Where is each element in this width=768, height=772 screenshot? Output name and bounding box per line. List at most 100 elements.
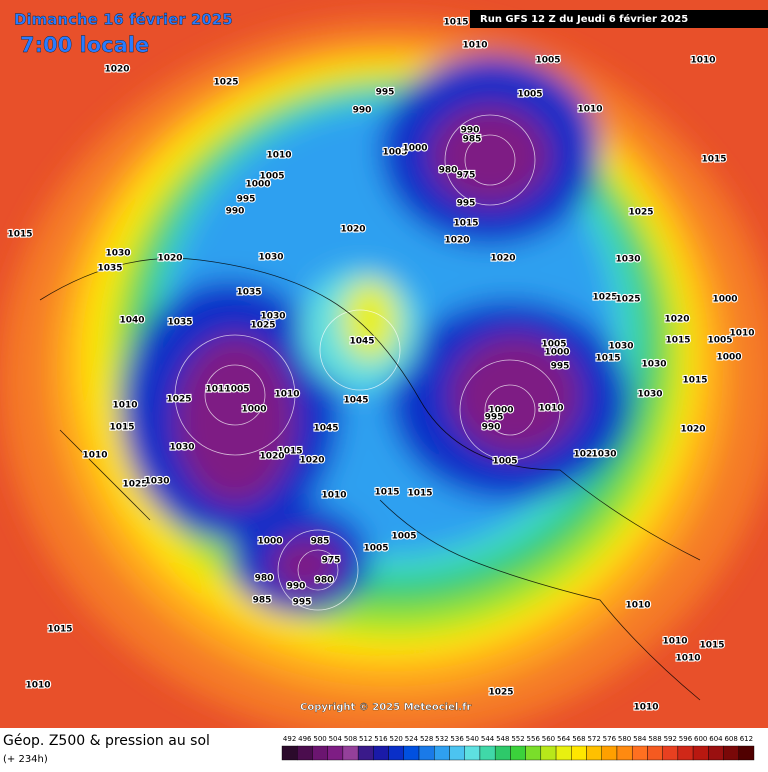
isobar-label: 1030 xyxy=(641,360,666,370)
scale-label: 556 xyxy=(527,735,541,743)
footer-lead: (+ 234h) xyxy=(3,754,48,765)
isobar-label: 1010 xyxy=(462,41,487,51)
isobar-label: 1020 xyxy=(490,254,515,264)
isobar-label: 1015 xyxy=(277,447,302,457)
scale-label: 604 xyxy=(709,735,723,743)
isobar-label: 1010 xyxy=(266,151,291,161)
map-field xyxy=(0,0,768,740)
isobar-label: 1020 xyxy=(664,315,689,325)
isobar-label: 1010 xyxy=(112,401,137,411)
scale-label: 524 xyxy=(405,735,419,743)
isobar-label: 1005 xyxy=(707,336,732,346)
isobar-label: 1010 xyxy=(321,491,346,501)
forecast-time: 7:00 locale xyxy=(20,33,149,57)
scale-label: 492 xyxy=(283,735,296,743)
isobar-label: 1021 xyxy=(573,450,598,460)
isobar-label: 1025 xyxy=(592,293,617,303)
scale-swatch xyxy=(327,745,344,761)
isobar-label: 1025 xyxy=(628,208,653,218)
isobar-label: 1015 xyxy=(665,336,690,346)
scale-label: 516 xyxy=(374,735,388,743)
scale-swatch xyxy=(388,745,405,761)
scale-label: 600 xyxy=(694,735,707,743)
isobar-label: 1010 xyxy=(25,681,50,691)
scale-swatch xyxy=(297,745,313,761)
scale-label: 520 xyxy=(390,735,403,743)
isobar-label: 1000 xyxy=(257,537,282,547)
scale-swatch xyxy=(723,745,739,761)
isobar-label: 980 xyxy=(255,574,274,584)
scale-label: 564 xyxy=(557,735,571,743)
isobar-label: 990 xyxy=(461,126,480,136)
isobar-label: 1010 xyxy=(625,601,650,611)
footer-title: Géop. Z500 & pression au sol xyxy=(3,733,210,749)
scale-label: 588 xyxy=(648,735,661,743)
isobar-label: 1010 xyxy=(274,390,299,400)
isobar-label: 1015 xyxy=(595,354,620,364)
isobar-label: 1010 xyxy=(662,637,687,647)
isobar-label: 990 xyxy=(482,423,501,433)
isobar-label: 1015 xyxy=(443,18,468,28)
copyright: Copyright © 2025 Meteociel.fr xyxy=(300,702,471,713)
scale-swatch xyxy=(555,745,572,761)
scale-swatch xyxy=(540,745,557,761)
isobar-label: 1010 xyxy=(82,451,107,461)
isobar-label: 1045 xyxy=(349,337,374,347)
isobar-label: 995 xyxy=(551,362,570,372)
scale-swatch xyxy=(647,745,663,761)
isobar-label: 1020 xyxy=(157,254,182,264)
isobar-label: 980 xyxy=(315,576,334,586)
isobar-label: 1000 xyxy=(716,353,741,363)
scale-swatch xyxy=(312,745,328,761)
isobar-label: 1040 xyxy=(119,316,144,326)
isobar-label: 1010 xyxy=(577,105,602,115)
scale-label: 596 xyxy=(679,735,693,743)
scale-swatch xyxy=(677,745,694,761)
scale-label: 552 xyxy=(511,735,524,743)
scale-swatch xyxy=(464,745,481,761)
isobar-label: 995 xyxy=(237,195,256,205)
isobar-label: 1030 xyxy=(591,450,616,460)
scale-swatch xyxy=(738,745,755,761)
scale-swatch xyxy=(510,745,526,761)
scale-label: 532 xyxy=(435,735,448,743)
isobar-label: 1000 xyxy=(241,405,266,415)
scale-label: 608 xyxy=(724,735,737,743)
isobar-label: 1035 xyxy=(97,264,122,274)
scale-label: 540 xyxy=(466,735,479,743)
isobar-label: 1025 xyxy=(213,78,238,88)
isobar-label: 1020 xyxy=(340,225,365,235)
scale-swatch xyxy=(601,745,618,761)
isobar-label: 1005 xyxy=(492,457,517,467)
isobar-label: 995 xyxy=(293,598,312,608)
scale-label: 528 xyxy=(420,735,433,743)
isobar-label: 1010 xyxy=(729,329,754,339)
isobar-label: 1005 xyxy=(517,90,542,100)
scale-label: 560 xyxy=(542,735,555,743)
isobar-label: 1005 xyxy=(224,385,249,395)
isobar-label: 975 xyxy=(322,556,341,566)
isobar-label: 1005 xyxy=(541,340,566,350)
scale-label: 500 xyxy=(313,735,326,743)
isobar-label: 1000 xyxy=(402,144,427,154)
scale-swatch xyxy=(692,745,709,761)
isobar-label: 1025 xyxy=(488,688,513,698)
isobar-label: 1005 xyxy=(382,148,407,158)
isobar-label: 1025 xyxy=(615,295,640,305)
scale-label: 568 xyxy=(572,735,585,743)
isobar-label: 975 xyxy=(457,171,476,181)
isobar-label: 985 xyxy=(311,537,330,547)
scale-label: 612 xyxy=(740,735,753,743)
isobar-label: 1030 xyxy=(608,342,633,352)
scale-swatch xyxy=(525,745,542,761)
isobar-label: 1020 xyxy=(680,425,705,435)
isobar-label: 1015 xyxy=(109,423,134,433)
scale-swatch xyxy=(403,745,420,761)
isobar-label: 1015 xyxy=(701,155,726,165)
isobar-label: 1025 xyxy=(250,321,275,331)
isobar-label: 1000 xyxy=(488,406,513,416)
isobar-label: 1020 xyxy=(259,452,284,462)
scale-label: 508 xyxy=(344,735,357,743)
scale-label: 496 xyxy=(298,735,312,743)
